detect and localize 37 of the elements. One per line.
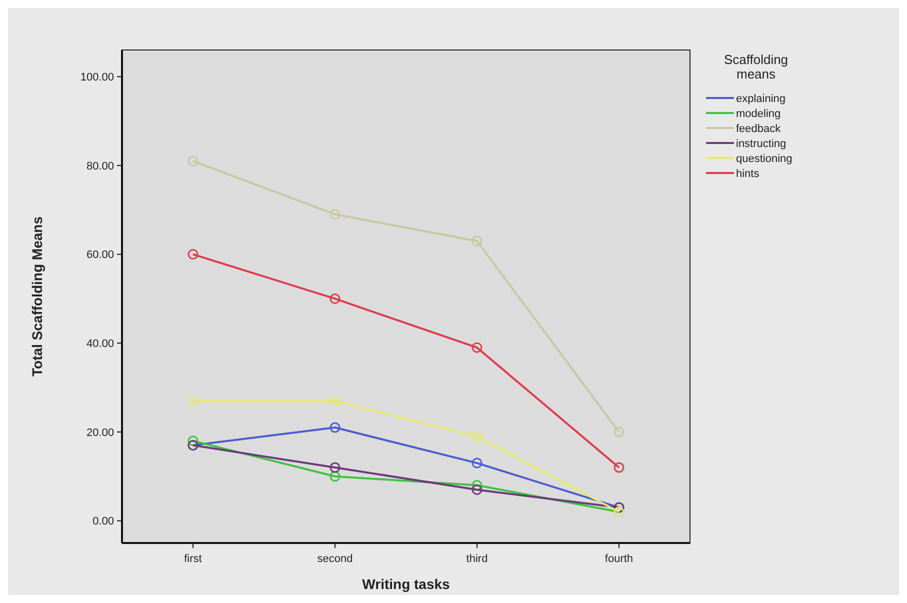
point bbox=[188, 436, 198, 446]
point bbox=[330, 209, 340, 220]
legend-label: instructing bbox=[736, 138, 786, 150]
x-tick-label: second bbox=[317, 553, 353, 565]
y-tick-label: 20.00 bbox=[86, 426, 114, 439]
point bbox=[472, 480, 482, 491]
x-tick-label: third bbox=[466, 553, 488, 565]
y-tick-label: 40.00 bbox=[86, 338, 114, 350]
point bbox=[472, 484, 482, 495]
legend-label: questioning bbox=[736, 152, 792, 165]
y-tick-label: 80.00 bbox=[86, 160, 114, 172]
legend-label: modeling bbox=[736, 108, 781, 120]
point bbox=[330, 293, 340, 304]
x-tick-label: first bbox=[184, 553, 202, 565]
legend-label: explaining bbox=[736, 92, 786, 105]
point bbox=[330, 422, 340, 433]
point bbox=[614, 462, 624, 473]
point bbox=[472, 458, 482, 468]
y-tick-label: 0.00 bbox=[92, 516, 114, 528]
legend-label: feedback bbox=[736, 122, 782, 135]
point bbox=[614, 426, 624, 438]
y-tick-label: 100.00 bbox=[80, 72, 114, 84]
point bbox=[472, 431, 482, 442]
point bbox=[188, 249, 198, 260]
point bbox=[330, 471, 340, 482]
point bbox=[330, 396, 340, 406]
x-axis-title: Writing tasks bbox=[362, 576, 450, 592]
point bbox=[472, 342, 482, 353]
x-tick-label: fourth bbox=[604, 553, 634, 565]
legend-title: Scaffolding means bbox=[724, 52, 788, 82]
y-axis-title: Total Scaffolding Means bbox=[29, 216, 45, 376]
point bbox=[330, 462, 340, 473]
legend-label: hints bbox=[736, 168, 760, 180]
point bbox=[188, 396, 198, 406]
point bbox=[472, 236, 482, 246]
point bbox=[188, 156, 198, 166]
y-tick-label: 60.00 bbox=[86, 249, 114, 262]
